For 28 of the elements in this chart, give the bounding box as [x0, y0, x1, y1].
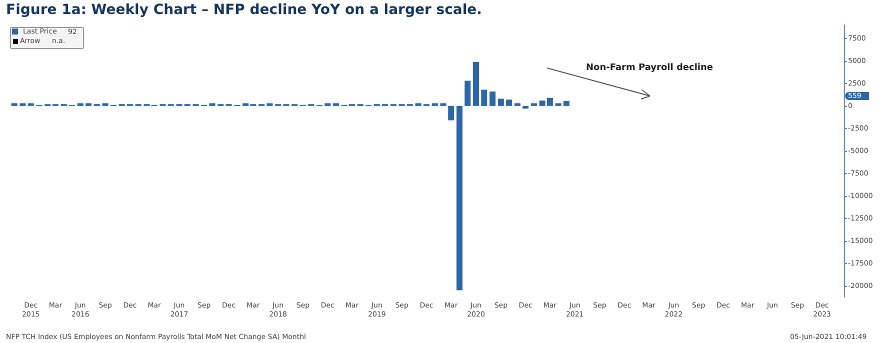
bar [448, 106, 454, 120]
bar [266, 103, 273, 106]
annotation: Non-Farm Payroll decline [586, 63, 714, 73]
bar [514, 103, 520, 106]
bar [530, 103, 537, 106]
bar [490, 92, 496, 106]
bar [456, 106, 462, 290]
bar [432, 103, 438, 106]
bar [102, 103, 108, 106]
bar [209, 103, 216, 106]
bar [506, 100, 512, 106]
bar [481, 90, 488, 106]
bar [563, 100, 570, 106]
bar [86, 103, 92, 106]
chart-title: Figure 1a: Weekly Chart – NFP decline YoY on a larger scale. [6, 2, 482, 18]
bar [522, 106, 529, 109]
bar [333, 103, 340, 106]
bar [11, 103, 18, 106]
bar [555, 103, 562, 106]
bar [464, 80, 471, 106]
bar [324, 103, 331, 106]
bar [440, 103, 446, 106]
bar [473, 62, 480, 106]
bar [77, 103, 84, 106]
bar [20, 103, 26, 106]
bar [498, 98, 504, 106]
bar [415, 103, 422, 106]
bar [28, 103, 34, 106]
